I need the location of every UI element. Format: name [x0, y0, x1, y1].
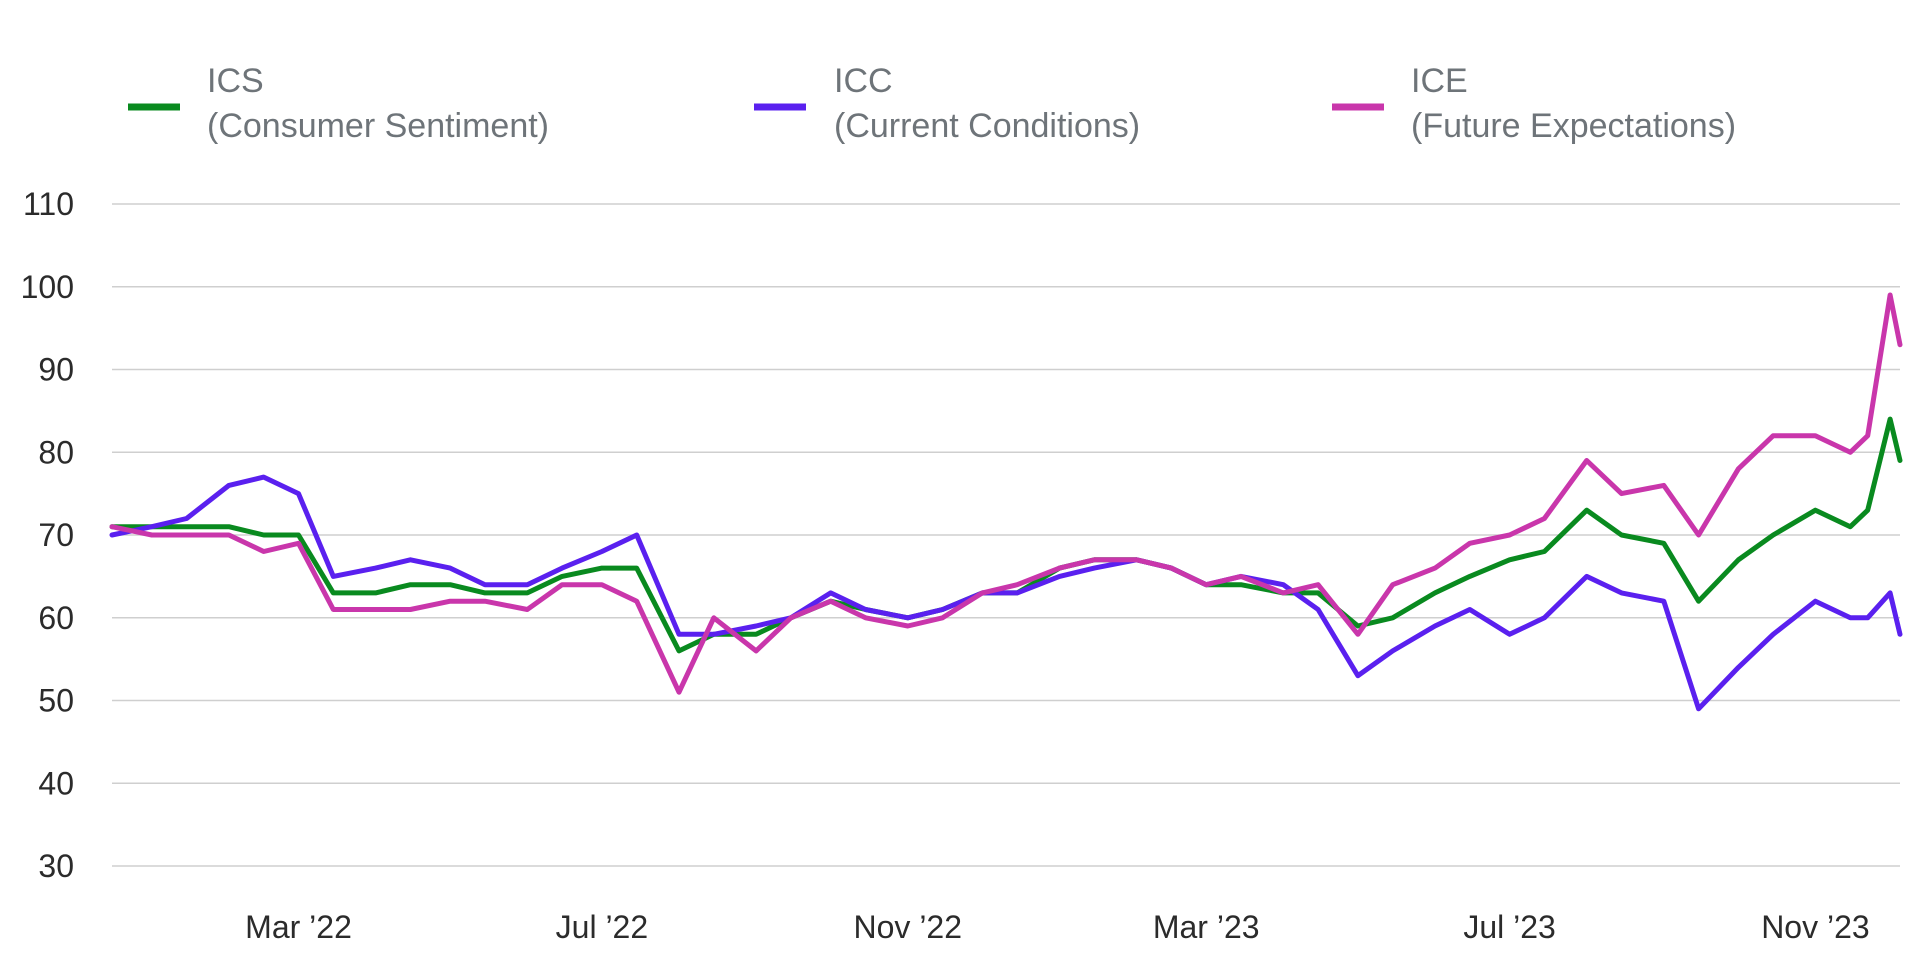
y-tick-label-110: 110	[23, 186, 74, 222]
legend-label-ice: ICE	[1411, 62, 1468, 100]
y-tick-label-60: 60	[38, 600, 74, 636]
legend-sublabel-icc: (Current Conditions)	[834, 107, 1140, 145]
x-tick-label-0: Mar ’22	[245, 909, 352, 945]
legend: ICS (Consumer Sentiment) ICC (Current Co…	[128, 62, 1736, 145]
x-tick-label-5: Nov ’23	[1761, 909, 1870, 945]
legend-label-ics: ICS	[207, 62, 264, 100]
legend-sublabel-ice: (Future Expectations)	[1411, 107, 1736, 145]
series-lines	[109, 292, 1903, 712]
x-tick-label-3: Mar ’23	[1153, 909, 1260, 945]
gridlines	[112, 203, 1900, 867]
x-tick-label-1: Jul ’22	[556, 909, 649, 945]
y-axis-ticks: 30 40 50 60 70 80 90 100 110	[21, 186, 74, 884]
legend-item-icc: ICC (Current Conditions)	[754, 62, 1140, 145]
y-tick-label-100: 100	[21, 269, 74, 305]
y-tick-label-90: 90	[38, 352, 74, 388]
series-line-ice	[109, 292, 1903, 695]
y-tick-label-50: 50	[38, 683, 74, 719]
legend-label-icc: ICC	[834, 62, 893, 100]
y-tick-label-40: 40	[38, 765, 74, 801]
x-tick-label-4: Jul ’23	[1463, 909, 1556, 945]
x-axis-ticks: Mar ’22 Jul ’22 Nov ’22 Mar ’23 Jul ’23 Nov ’…	[245, 909, 1870, 945]
y-tick-label-80: 80	[38, 434, 74, 470]
x-tick-label-2: Nov ’22	[854, 909, 963, 945]
legend-sublabel-ics: (Consumer Sentiment)	[207, 107, 549, 145]
legend-item-ice: ICE (Future Expectations)	[1332, 62, 1736, 145]
series-line-icc	[109, 474, 1903, 712]
y-tick-label-30: 30	[38, 848, 74, 884]
y-tick-label-70: 70	[38, 517, 74, 553]
legend-item-ics: ICS (Consumer Sentiment)	[128, 62, 549, 145]
series-line-ics	[109, 416, 1903, 654]
